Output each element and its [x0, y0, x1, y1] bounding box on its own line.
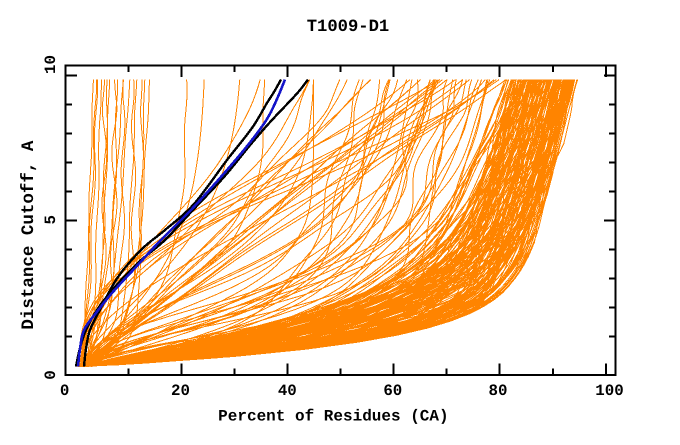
svg-text:Distance Cutoff, A: Distance Cutoff, A: [19, 140, 39, 330]
svg-text:5: 5: [42, 215, 60, 224]
svg-text:Percent of Residues (CA): Percent of Residues (CA): [218, 408, 448, 426]
svg-text:20: 20: [171, 382, 190, 400]
svg-text:80: 80: [489, 382, 508, 400]
svg-text:0: 0: [60, 382, 69, 400]
svg-text:100: 100: [595, 382, 623, 400]
svg-text:60: 60: [383, 382, 402, 400]
svg-text:40: 40: [278, 382, 297, 400]
svg-text:10: 10: [42, 55, 60, 74]
svg-text:T1009-D1: T1009-D1: [307, 18, 390, 37]
svg-text:0: 0: [42, 370, 60, 379]
